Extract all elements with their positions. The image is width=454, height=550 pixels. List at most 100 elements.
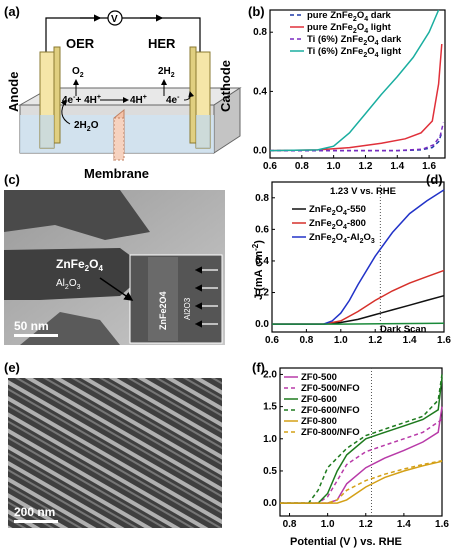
chart-d-ylabel: J (mA cm-2) (251, 240, 265, 300)
chart-f-legend-label: ZF0-500/NFO (301, 383, 360, 394)
tem-shell-label: Al2O3 (56, 278, 81, 291)
tem-scale-label: 50 nm (14, 319, 49, 333)
circuit-wire (45, 17, 201, 52)
chart-b-legend-label: Ti (6%) ZnFe2O4 light (307, 46, 402, 59)
chart-f-legend-label: ZF0-800/NFO (301, 427, 360, 438)
cathode-electrode-side (189, 46, 197, 144)
chart-f-ytick-label: 1.0 (263, 434, 277, 445)
chart-f-ytick-label: 0.0 (263, 498, 277, 509)
panel-c-tem: ZnFe2O4 Al2O3 ZnFe2O4 Al2O3 50 nm (c) (4, 172, 225, 345)
voltmeter-label: V (111, 14, 118, 25)
sem-scale-bar (14, 520, 58, 523)
tem-inset-core (148, 257, 178, 341)
chart-f-xlabel: Potential (V ) vs. RHE (290, 536, 402, 548)
panel-e-letter: (e) (4, 360, 20, 375)
chart-d-legend-label: ZnFe2O4-Al2O3 (309, 232, 375, 245)
sem-scale-label: 200 nm (14, 505, 55, 519)
chart-b-xtick-label: 0.8 (295, 161, 309, 172)
voltmeter-icon (107, 10, 123, 26)
chart-b-xtick-label: 1.0 (327, 161, 341, 172)
tem-inset-label-b: Al2O3 (183, 297, 192, 320)
chart-d-xtick-label: 1.6 (437, 335, 451, 346)
chart-b-xtick-label: 0.6 (263, 161, 277, 172)
reaction-left: 4e-+ 4H+ (62, 94, 101, 106)
chart-b-series-line (270, 122, 445, 152)
her-label: HER (148, 36, 176, 51)
chart-f-xtick-label: 1.6 (435, 519, 449, 530)
anode-label: Anode (6, 72, 21, 112)
chart-d-ytick-label: 0.0 (255, 319, 269, 330)
chart-d-ytick-label: 0.8 (255, 193, 269, 204)
chart-f-ytick-label: 1.5 (263, 402, 277, 413)
chart-d-ytick-label: 0.4 (255, 256, 269, 267)
reaction-right-e: 4e- (166, 94, 180, 106)
chart-f-ytick-label: 2.0 (263, 369, 277, 380)
chart-b-legend-label: pure ZnFe2O4 dark (307, 10, 392, 23)
chart-b-ytick-label: 0.4 (253, 86, 267, 97)
chart-b-frame (269, 9, 446, 159)
chart-b-ytick-label: 0.0 (253, 146, 267, 157)
chart-b-ytick-label: 0.8 (253, 27, 267, 38)
reaction-right-h: 4H+ (130, 94, 147, 106)
chart-d-xtick-label: 1.4 (403, 335, 417, 346)
chart-d-frame (271, 181, 445, 333)
chart-d-series-line (272, 269, 445, 325)
tem-pointer-arrow (99, 277, 134, 301)
chart-f: 0.8 1.0 1.2 1.4 1.60.00.51.01.52.0 ZF0-500ZF0… (263, 367, 449, 530)
h2-label: 2H2 (158, 66, 175, 79)
chart-d-xtick-label: 0.6 (265, 335, 279, 346)
sem-image (8, 378, 222, 528)
panel-e-sem: (e) 200 nm (4, 360, 222, 528)
chart-f-series-line (280, 418, 443, 504)
tem-material-label: ZnFe2O4 (56, 257, 103, 273)
chart-b-series-line (269, 9, 440, 152)
chart-f-ytick-label: 0.5 (263, 466, 277, 477)
chart-f-series-line (280, 377, 443, 504)
chart-f-series-line (280, 374, 443, 504)
panel-c-letter: (c) (4, 172, 20, 187)
chart-f-legend-label: ZF0-600/NFO (301, 405, 360, 416)
tem-inset-label-a: ZnFe2O4 (158, 291, 168, 330)
cathode-immersed (196, 115, 210, 148)
chart-d-legend-label: ZnFe2O4-800 (309, 218, 366, 231)
chart-b-xtick-label: 1.2 (359, 161, 373, 172)
chart-b-xtick-label: 1.4 (390, 161, 404, 172)
anode-immersed (40, 115, 54, 148)
chart-d-legend-label: ZnFe2O4-550 (309, 204, 366, 217)
panel-b-letter: (b) (248, 4, 265, 19)
oer-label: OER (66, 36, 95, 51)
chart-f-xtick-label: 0.8 (283, 519, 297, 530)
panel-f-letter: (f) (252, 360, 265, 375)
chart-d-xtick-label: 1.2 (368, 335, 382, 346)
chart-f-series-line (280, 459, 443, 504)
chart-f-legend-label: ZF0-600 (301, 394, 337, 405)
anode-electrode-side (53, 46, 61, 144)
chart-d-ytick-label: 0.6 (255, 224, 269, 235)
water-label: 2H2O (74, 120, 99, 133)
panel-d-letter: (d) (426, 172, 443, 187)
chart-d-annotation: 1.23 V vs. RHE (330, 186, 396, 197)
chart-f-legend-label: ZF0-800 (301, 416, 337, 427)
tem-inset-arrows (194, 266, 218, 328)
chart-f-xtick-label: 1.4 (397, 519, 411, 530)
chart-b-legend-label: Ti (6%) ZnFe2O4 dark (307, 34, 402, 47)
chart-f-series-line (280, 460, 443, 504)
chart-d-series-line (272, 322, 445, 325)
chart-d-xtick-label: 1.0 (334, 335, 348, 346)
panel-a-letter: (a) (4, 4, 20, 19)
chart-f-xtick-label: 1.0 (321, 519, 335, 530)
panel-a-schematic: (a) V Anode Cathode OER HER O2 2H2 4e-+ … (4, 4, 242, 181)
membrane-front (113, 117, 125, 161)
chart-d-dark-scan: Dark Scan (380, 324, 427, 335)
sem-shade (8, 378, 222, 528)
chart-b: 0.6 0.8 1.0 1.2 1.4 1.6 0.0 0.4 0.8 pure ZnFe2O4 … (253, 9, 446, 172)
chart-d: 0.6 0.8 1.0 1.2 1.4 1.6 0.0 0.2 0.4 0.6 0.8 ZnFe2O4… (255, 181, 451, 346)
o2-label: O2 (72, 66, 84, 79)
tem-nanorod-top (4, 190, 150, 240)
membrane-label: Membrane (84, 166, 149, 181)
chart-f-xtick-label: 1.2 (359, 519, 373, 530)
water-arrow (60, 99, 71, 125)
chart-d-xtick-label: 0.8 (299, 335, 313, 346)
tem-scale-bar (14, 334, 58, 337)
